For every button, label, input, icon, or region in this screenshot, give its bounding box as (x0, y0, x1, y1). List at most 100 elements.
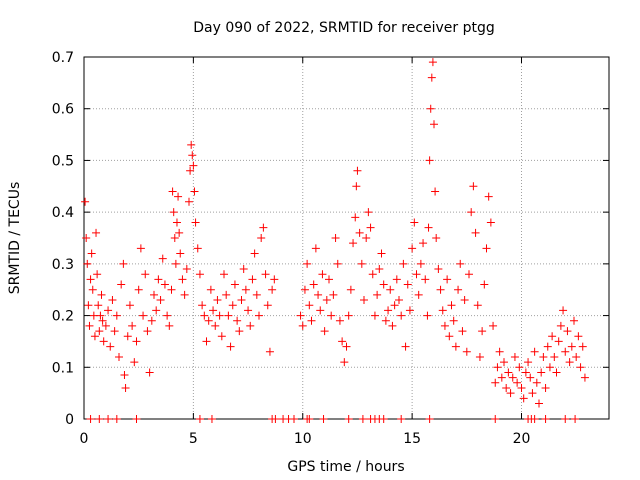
data-point (445, 332, 454, 341)
data-point (456, 259, 465, 268)
data-point (230, 280, 239, 289)
data-point (331, 234, 340, 242)
data-point (578, 342, 587, 351)
data-point (261, 270, 270, 279)
data-point (115, 352, 123, 361)
data-point (451, 342, 460, 351)
y-tick-label: 0.6 (52, 102, 74, 118)
data-point (493, 363, 502, 372)
data-point (335, 316, 344, 325)
data-point (571, 415, 580, 423)
data-point (165, 321, 174, 330)
data-point (541, 415, 550, 423)
data-point (204, 316, 213, 325)
data-point (532, 378, 541, 387)
data-point (139, 311, 148, 320)
data-point (548, 332, 557, 341)
y-tick-label: 0 (65, 412, 74, 428)
data-point (502, 383, 511, 392)
data-point (454, 285, 463, 294)
data-point (85, 321, 94, 330)
data-point (561, 415, 570, 423)
data-point (414, 290, 423, 299)
data-point (565, 358, 574, 367)
data-point (377, 249, 386, 258)
data-point (95, 327, 104, 336)
data-point (145, 368, 154, 377)
data-point (458, 327, 467, 336)
data-point (86, 415, 95, 423)
data-point (211, 321, 220, 330)
x-tick-label: 10 (294, 431, 312, 447)
data-point (305, 301, 314, 310)
y-axis: 0 0.1 0.2 0.3 0.4 0.5 0.6 0.7 (52, 50, 609, 428)
x-tick-label: 5 (189, 431, 198, 447)
data-point (198, 301, 207, 310)
data-point (314, 290, 323, 299)
data-point (193, 244, 202, 253)
data-point (541, 383, 550, 392)
data-point (271, 415, 280, 423)
data-point (491, 415, 500, 423)
data-point (500, 358, 508, 367)
x-axis: 0 5 10 15 20 (80, 57, 530, 447)
data-point (357, 259, 366, 268)
data-point (217, 332, 226, 341)
data-point (436, 285, 445, 294)
data-point (87, 249, 96, 258)
data-point (224, 311, 233, 320)
y-tick-label: 0.3 (52, 257, 74, 273)
data-point (81, 197, 90, 206)
data-point (322, 296, 331, 305)
data-point (521, 368, 530, 377)
data-point (426, 104, 435, 113)
data-point (136, 244, 145, 253)
x-tick-label: 0 (80, 431, 89, 447)
data-point (83, 259, 92, 268)
data-point (252, 290, 261, 299)
data-point (524, 358, 533, 367)
data-point (379, 280, 388, 289)
data-point (171, 259, 180, 268)
data-point (539, 352, 548, 361)
data-point (550, 352, 559, 361)
data-point (143, 327, 152, 336)
data-point (355, 228, 364, 237)
data-point (432, 234, 441, 242)
data-point (120, 371, 129, 380)
data-point (191, 218, 200, 227)
data-point (364, 208, 373, 217)
data-point (190, 187, 199, 196)
data-point (169, 208, 178, 217)
grid-lines (84, 57, 609, 419)
data-point (104, 306, 113, 315)
data-point (342, 342, 351, 351)
data-point (390, 301, 399, 310)
data-point (163, 311, 172, 320)
data-point (250, 249, 259, 258)
data-point (412, 270, 421, 279)
data-point (375, 265, 384, 274)
data-point (329, 290, 338, 299)
data-point (108, 296, 117, 305)
data-point (517, 383, 526, 392)
data-point (195, 270, 204, 279)
x-axis-title: GPS time / hours (287, 459, 404, 475)
data-point (424, 223, 433, 232)
data-point (325, 275, 333, 284)
data-point (141, 270, 150, 279)
x-tick-label: 15 (403, 431, 421, 447)
data-point (504, 368, 513, 377)
data-point (506, 389, 515, 398)
data-point (178, 275, 187, 284)
data-point (447, 301, 456, 310)
data-point (440, 321, 449, 330)
data-point (209, 306, 218, 315)
data-point (352, 182, 361, 191)
data-point (576, 363, 585, 372)
data-point (93, 270, 102, 279)
y-tick-label: 0.5 (52, 153, 74, 169)
data-point (307, 316, 316, 325)
data-point (309, 280, 318, 289)
data-point (185, 197, 193, 206)
